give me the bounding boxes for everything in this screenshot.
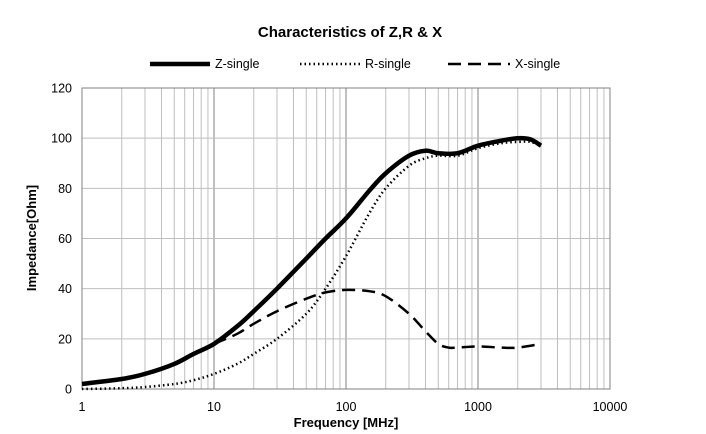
y-tick-label: 120 xyxy=(51,82,72,96)
chart-title: Characteristics of Z,R & X xyxy=(258,24,442,41)
series-line-r-single xyxy=(81,140,542,391)
legend-label-z-single: Z-single xyxy=(215,57,260,71)
legend: Z-single R-single X-single xyxy=(150,57,560,71)
y-tick-label: 80 xyxy=(58,182,72,196)
x-tick-label: 1000 xyxy=(464,400,492,414)
y-tick-label: 100 xyxy=(51,132,72,146)
x-axis: 1 10 100 1000 10000 xyxy=(79,400,628,414)
y-axis-title: Impedance[Ohm] xyxy=(24,185,39,291)
legend-label-x-single: X-single xyxy=(515,57,560,71)
plot-area xyxy=(81,87,611,390)
series-line-x-single xyxy=(213,288,542,350)
x-axis-title: Frequency [MHz] xyxy=(294,415,399,430)
y-tick-label: 20 xyxy=(58,332,72,346)
series-line-z-single xyxy=(81,135,543,387)
legend-label-r-single: R-single xyxy=(365,57,411,71)
x-tick-label: 1 xyxy=(79,400,86,414)
x-tick-label: 100 xyxy=(336,400,357,414)
y-tick-label: 40 xyxy=(58,282,72,296)
y-axis: 0 20 40 60 80 100 120 xyxy=(51,82,72,397)
y-tick-label: 60 xyxy=(58,232,72,246)
grid-lines xyxy=(82,88,610,389)
series-layer xyxy=(81,135,543,391)
y-tick-label: 0 xyxy=(65,383,72,397)
x-tick-label: 10000 xyxy=(593,400,628,414)
x-tick-label: 10 xyxy=(207,400,221,414)
